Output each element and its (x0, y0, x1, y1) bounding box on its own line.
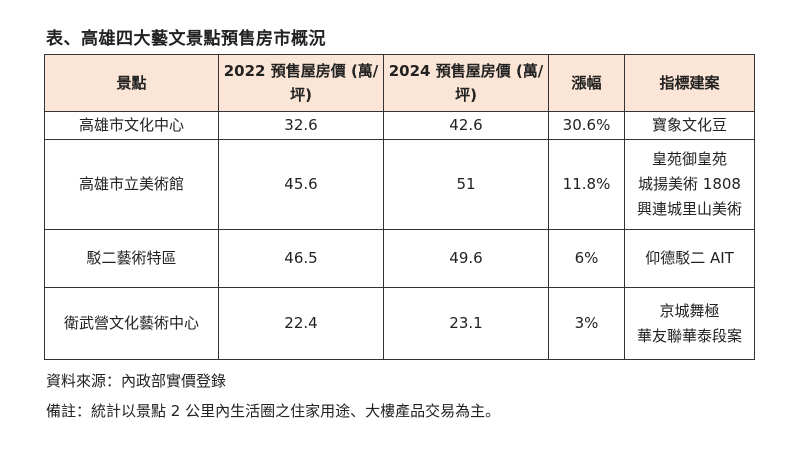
cell-price-2022: 22.4 (218, 287, 384, 360)
header-projects: 指標建案 (624, 54, 755, 112)
table-row: 高雄市文化中心 32.6 42.6 30.6% 寶象文化豆 (44, 111, 755, 140)
housing-price-table: 景點 2022 預售屋房價 (萬/坪) 2024 預售屋房價 (萬/坪) 漲幅 … (44, 54, 755, 360)
table-row: 高雄市立美術館 45.6 51 11.8% 皇苑御皇苑 城揚美術 1808 興連… (44, 139, 755, 230)
cell-spot: 高雄市立美術館 (44, 139, 219, 230)
cell-price-2022: 45.6 (218, 139, 384, 230)
cell-projects: 仰德駁二 AIT (624, 229, 755, 288)
cell-price-2024: 23.1 (383, 287, 549, 360)
cell-spot: 駁二藝術特區 (44, 229, 219, 288)
cell-price-2024: 51 (383, 139, 549, 230)
header-price-2024: 2024 預售屋房價 (萬/坪) (383, 54, 549, 112)
cell-increase: 11.8% (548, 139, 625, 230)
cell-price-2024: 42.6 (383, 111, 549, 140)
cell-price-2024: 49.6 (383, 229, 549, 288)
table-row: 駁二藝術特區 46.5 49.6 6% 仰德駁二 AIT (44, 229, 755, 288)
cell-projects: 京城舞極 華友聯華泰段案 (624, 287, 755, 360)
remark-note: 備註：統計以景點 2 公里內生活圈之住家用途、大樓產品交易為主。 (46, 402, 501, 420)
cell-projects: 寶象文化豆 (624, 111, 755, 140)
header-increase: 漲幅 (548, 54, 625, 112)
header-spot: 景點 (44, 54, 219, 112)
header-row: 景點 2022 預售屋房價 (萬/坪) 2024 預售屋房價 (萬/坪) 漲幅 … (44, 54, 755, 112)
cell-price-2022: 46.5 (218, 229, 384, 288)
table-title: 表、高雄四大藝文景點預售房市概況 (46, 29, 326, 49)
table-row: 衛武營文化藝術中心 22.4 23.1 3% 京城舞極 華友聯華泰段案 (44, 287, 755, 360)
cell-spot: 高雄市文化中心 (44, 111, 219, 140)
cell-spot: 衛武營文化藝術中心 (44, 287, 219, 360)
header-price-2022: 2022 預售屋房價 (萬/坪) (218, 54, 384, 112)
data-source-note: 資料來源：內政部實價登錄 (46, 372, 227, 390)
cell-increase: 6% (548, 229, 625, 288)
cell-price-2022: 32.6 (218, 111, 384, 140)
cell-increase: 30.6% (548, 111, 625, 140)
cell-increase: 3% (548, 287, 625, 360)
cell-projects: 皇苑御皇苑 城揚美術 1808 興連城里山美術 (624, 139, 755, 230)
